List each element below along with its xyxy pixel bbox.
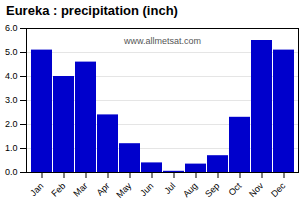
svg-text:May: May [114, 180, 133, 199]
svg-text:Mar: Mar [71, 181, 89, 199]
svg-text:4.0: 4.0 [5, 71, 18, 81]
svg-text:2.0: 2.0 [5, 119, 18, 129]
svg-text:Oct: Oct [226, 180, 243, 197]
svg-text:1.0: 1.0 [5, 143, 18, 153]
svg-text:Nov: Nov [247, 180, 266, 199]
svg-text:Dec: Dec [269, 180, 288, 199]
svg-text:Jun: Jun [138, 181, 155, 198]
svg-text:5.0: 5.0 [5, 47, 18, 57]
svg-text:Sep: Sep [203, 181, 221, 199]
svg-text:Aug: Aug [181, 181, 199, 199]
html-text:Eureka : precipitation (inch): Eureka : precipitation (inch) [6, 3, 178, 18]
svg-text:3.0: 3.0 [5, 95, 18, 105]
svg-text:0.0: 0.0 [5, 167, 18, 177]
svg-text:Jan: Jan [28, 181, 45, 198]
svg-text:Jul: Jul [162, 181, 177, 196]
svg-text:Apr: Apr [94, 181, 111, 198]
svg-text:6.0: 6.0 [5, 23, 18, 33]
svg-text:Feb: Feb [49, 181, 67, 199]
svg-text:www.allmetsat.com: www.allmetsat.com [123, 36, 201, 46]
